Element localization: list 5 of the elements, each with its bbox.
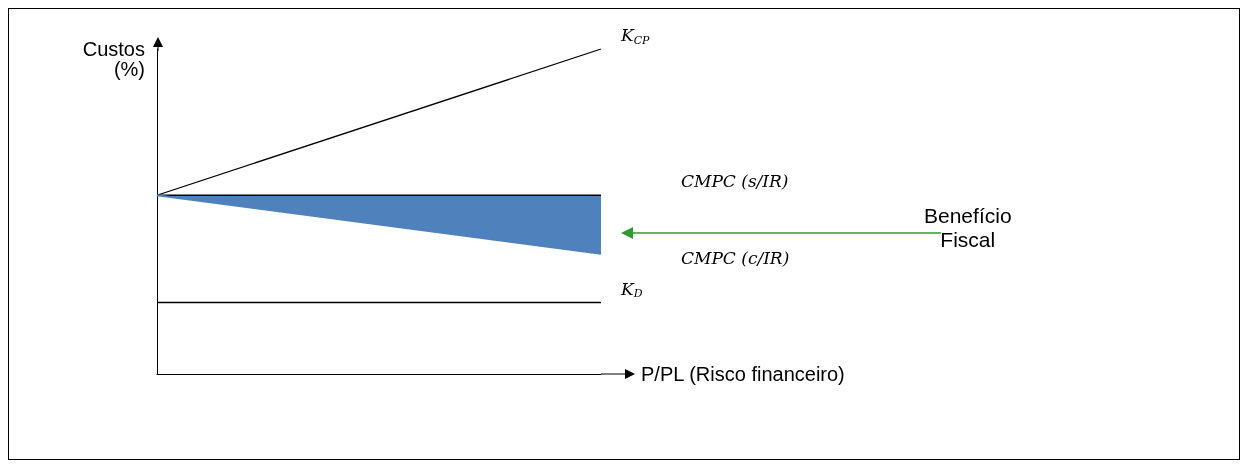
y-axis-title: Custos (%) bbox=[82, 38, 145, 80]
text: Benefício Fiscal bbox=[924, 204, 1012, 252]
text: CMPC (s/IR) bbox=[681, 171, 789, 192]
text: CMPC (c/IR) bbox=[681, 247, 790, 268]
x-axis-title: P/PL (Risco financeiro) bbox=[641, 363, 845, 385]
